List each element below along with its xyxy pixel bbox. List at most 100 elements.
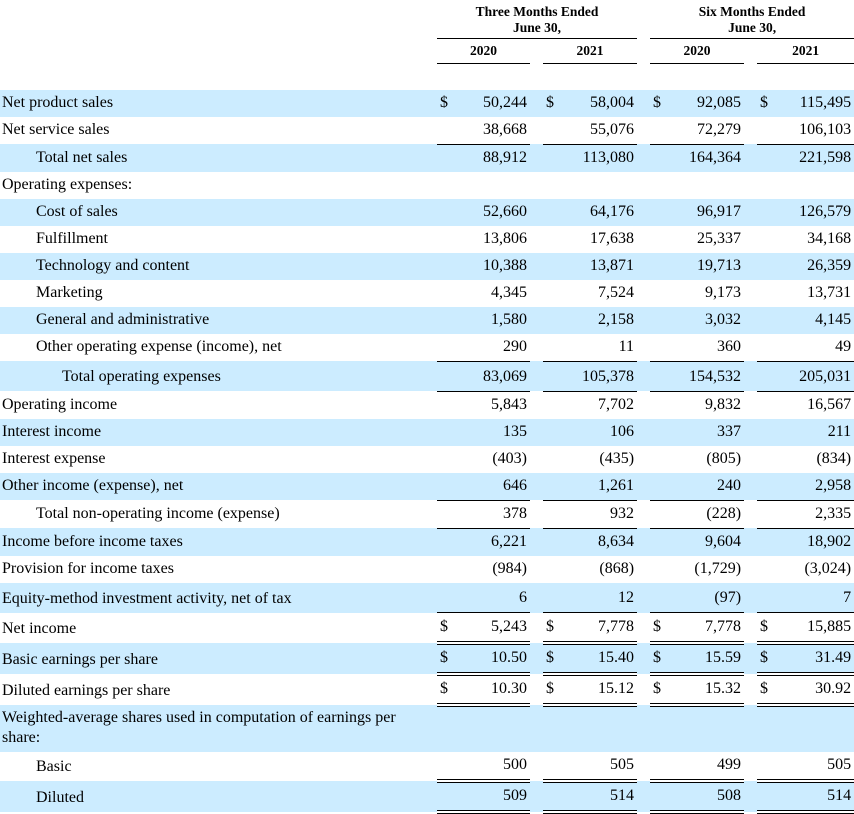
column-gap <box>530 172 543 199</box>
value-cell: 25,337 <box>697 229 742 247</box>
value-cell: 50,244 <box>483 93 527 111</box>
table-row: Equity-method investment activity, net o… <box>0 582 854 614</box>
currency-symbol-cell <box>543 116 563 145</box>
value-cell: (834) <box>816 449 852 467</box>
currency-symbol-cell <box>543 333 563 362</box>
column-gap <box>637 473 650 501</box>
currency-symbol-cell <box>757 361 778 392</box>
column-gap <box>637 583 650 613</box>
column-gap <box>744 199 757 226</box>
value-cell: (984) <box>492 559 527 577</box>
currency-symbol-cell <box>437 280 457 307</box>
currency-symbol-cell <box>757 333 778 362</box>
currency-symbol-cell <box>437 446 457 473</box>
column-gap <box>637 419 650 446</box>
column-gap <box>530 643 543 674</box>
value-cell: 105,378 <box>563 361 638 392</box>
row-label: Marketing <box>36 283 103 301</box>
currency-symbol-cell <box>650 280 670 307</box>
value-cell: (435) <box>599 449 635 467</box>
currency-symbol-cell <box>650 556 670 583</box>
value-cell: 92,085 <box>697 93 742 111</box>
table-row: Operating income 5,843 7,702 9,832 16,567 <box>0 391 854 419</box>
currency-symbol-cell <box>437 333 457 362</box>
column-gap <box>744 144 757 172</box>
table-row: Operating expenses: <box>0 172 854 199</box>
value-cell: 508 <box>670 780 745 814</box>
value-cell: 211 <box>827 422 852 440</box>
value-cell: 13,871 <box>590 256 635 274</box>
value-cell: 8,634 <box>598 532 635 550</box>
currency-symbol-cell <box>437 500 457 529</box>
row-label: Other income (expense), net <box>2 477 184 495</box>
row-label: Operating expenses: <box>2 175 133 193</box>
row-label: Diluted <box>36 788 84 806</box>
value-cell: 15,885 <box>777 612 854 645</box>
column-gap <box>637 674 650 705</box>
row-label: Interest income <box>2 422 102 440</box>
currency-symbol-cell <box>650 582 671 614</box>
value-cell: 64,176 <box>590 202 635 220</box>
value-cell: 514 <box>563 780 638 814</box>
value-cell: 15.32 <box>670 673 745 707</box>
header-year: 2021 <box>757 38 854 64</box>
value-cell <box>777 172 854 199</box>
value-cell: 499 <box>670 751 745 783</box>
column-gap <box>637 391 650 419</box>
currency-symbol-cell <box>543 528 563 556</box>
value-cell: 2,335 <box>777 500 854 529</box>
row-label: General and administrative <box>36 310 210 328</box>
table-row: Marketing 4,345 7,524 9,173 13,731 <box>0 280 854 307</box>
currency-symbol-cell <box>650 472 671 501</box>
column-gap <box>744 172 757 199</box>
value-cell: 19,713 <box>697 256 742 274</box>
table-row: Fulfillment 13,806 17,638 25,337 34,168 <box>0 226 854 253</box>
column-gap <box>744 391 757 419</box>
value-cell: 18,902 <box>807 532 852 550</box>
value-cell: 10,388 <box>483 256 527 274</box>
column-gap <box>530 500 543 528</box>
header-group-row: Three Months Ended June 30, Six Months E… <box>0 0 854 40</box>
value-cell: 9,173 <box>705 283 742 301</box>
table-row: Net service sales 38,668 55,076 72,279 106,1… <box>0 116 854 145</box>
currency-symbol-cell: $ <box>757 642 778 676</box>
currency-symbol-cell <box>543 307 563 334</box>
table-row: Diluted 509 514 508 514 <box>0 780 854 814</box>
value-cell: (805) <box>706 449 742 467</box>
table-row: Provision for income taxes (984) (868) (1,7… <box>0 556 854 583</box>
header-six-months-ended: Six Months Ended June 30, <box>650 0 854 40</box>
column-gap <box>637 90 650 117</box>
currency-symbol-cell <box>543 751 563 783</box>
currency-symbol-cell <box>757 705 777 752</box>
value-cell: (868) <box>599 559 635 577</box>
currency-symbol-cell <box>543 172 563 199</box>
table-row: Total non-operating income (expense) 378 9… <box>0 500 854 529</box>
value-cell: (3,024) <box>804 559 852 577</box>
value-cell: 4,345 <box>491 283 527 301</box>
currency-symbol-cell: $ <box>653 93 662 111</box>
value-cell: (97) <box>670 582 745 614</box>
header-corner-blank <box>0 39 437 64</box>
value-cell: 646 <box>457 472 530 501</box>
column-gap <box>530 781 543 812</box>
currency-symbol-cell: $ <box>757 612 778 645</box>
row-label: Net product sales <box>2 93 114 111</box>
column-gap <box>530 674 543 705</box>
row-label: Equity-method investment activity, net o… <box>2 589 292 607</box>
currency-symbol-cell <box>650 751 671 783</box>
row-label: Income before income taxes <box>2 532 183 550</box>
value-cell: 55,076 <box>563 116 638 145</box>
row-label: Provision for income taxes <box>2 559 174 577</box>
value-cell: 34,168 <box>807 229 852 247</box>
value-cell: 1,580 <box>491 310 527 328</box>
value-cell: 135 <box>503 422 527 440</box>
column-gap <box>744 307 757 334</box>
currency-symbol-cell <box>757 528 777 556</box>
currency-symbol-cell <box>543 144 563 172</box>
currency-symbol-cell <box>437 556 457 583</box>
value-cell: 205,031 <box>777 361 854 392</box>
value-cell: 16,567 <box>807 395 852 413</box>
header-gap <box>637 39 650 64</box>
currency-symbol-cell <box>437 472 457 501</box>
currency-symbol-cell <box>437 751 457 783</box>
